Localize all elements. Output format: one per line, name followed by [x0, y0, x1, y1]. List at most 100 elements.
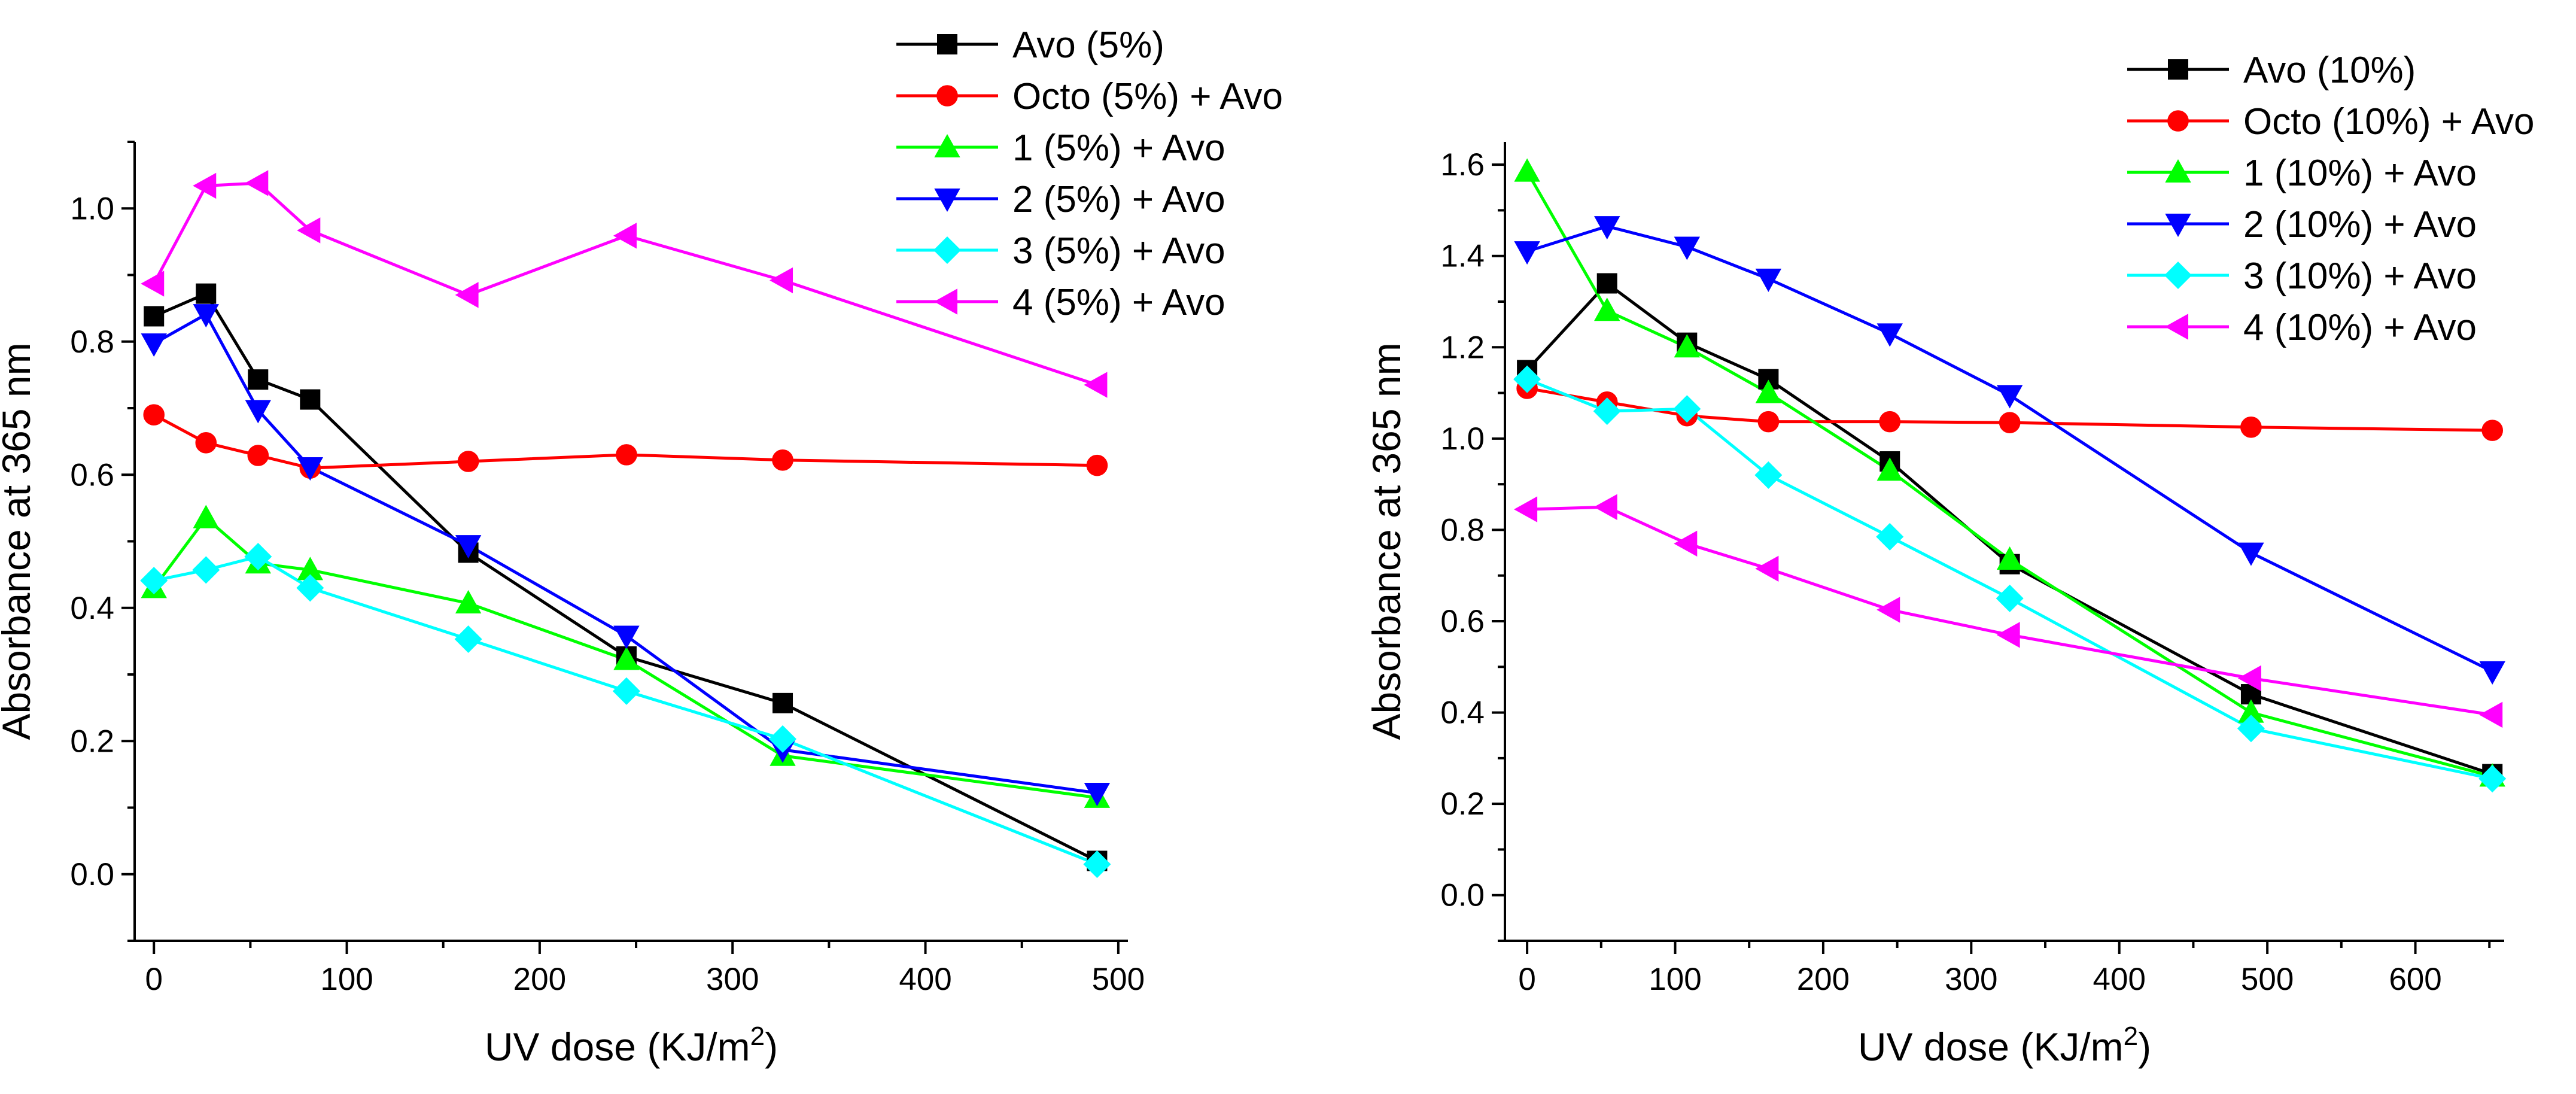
- data-point-series-0: [300, 389, 321, 410]
- data-point-series-5: [1996, 622, 2020, 648]
- data-point-series-1: [616, 444, 637, 466]
- data-point-series-1: [772, 449, 793, 471]
- data-point-series-5: [1593, 494, 1617, 520]
- legend-label-3: 2 (5%) + Avo: [1012, 179, 1225, 220]
- data-point-series-4: [1754, 461, 1783, 489]
- data-point-series-3: [2238, 542, 2264, 566]
- legend-marker-5: [2164, 314, 2188, 340]
- data-point-series-5: [297, 217, 321, 244]
- y-tick-label: 0.2: [1440, 786, 1485, 822]
- chart-right: 0 100 200 300 400 500 600 0.0 0.2 0.4 0.6 0.8 1.0 1.2…: [1364, 50, 2535, 1069]
- y-tick-label: 1.0: [1440, 421, 1485, 457]
- x-tick-label: 0: [145, 962, 162, 997]
- y-tick-label: 0.8: [70, 324, 114, 360]
- y-tick-label: 0.6: [70, 457, 114, 493]
- legend-marker-0: [2168, 59, 2188, 80]
- legend-label-4: 3 (5%) + Avo: [1012, 230, 1225, 272]
- data-point-series-4: [454, 625, 482, 654]
- legend-marker-5: [933, 288, 957, 315]
- data-point-series-4: [769, 725, 797, 753]
- y-tick-label: 0.6: [1440, 604, 1485, 639]
- data-point-series-4: [1673, 395, 1701, 423]
- x-axis-title-superscript: 2: [2124, 1022, 2138, 1051]
- data-point-series-3: [455, 535, 482, 559]
- data-point-series-2: [193, 505, 219, 528]
- legend-label-1: Octo (5%) + Avo: [1012, 76, 1283, 117]
- x-tick-label: 300: [706, 962, 759, 997]
- data-point-series-4: [1593, 397, 1621, 426]
- series-line-1: [1526, 387, 2493, 432]
- x-tick-label: 500: [2241, 962, 2294, 997]
- legend: Avo (5%) Octo (5%) + Avo 1 (5%) + Avo 2 (5%…: [896, 25, 1283, 323]
- legend-label-2: 1 (5%) + Avo: [1012, 127, 1225, 169]
- data-point-series-3: [2479, 661, 2505, 685]
- x-tick-label: 100: [1649, 962, 1701, 997]
- legend-label-0: Avo (10%): [2243, 50, 2416, 91]
- data-point-series-3: [1084, 783, 1111, 807]
- y-tick-label: 0.4: [70, 591, 114, 626]
- legend-marker-4: [2164, 261, 2192, 290]
- data-point-series-1: [143, 404, 165, 426]
- chart-left: 0 100 200 300 400 500 0.0 0.2 0.4 0.6 0.8 1.0 UV dos…: [0, 25, 1283, 1069]
- data-point-series-1: [247, 445, 269, 466]
- data-point-series-5: [193, 172, 217, 199]
- y-axis-title: Absorbance at 365 nm: [1364, 342, 1409, 740]
- data-point-series-3: [613, 625, 640, 649]
- x-axis-title-superscript: 2: [750, 1022, 765, 1051]
- data-point-series-4: [1996, 584, 2024, 612]
- data-point-series-2: [1514, 158, 1540, 182]
- x-axis-title: UV dose (KJ/m2): [485, 1022, 778, 1069]
- data-point-series-2: [613, 646, 640, 670]
- data-point-series-1: [1086, 454, 1108, 476]
- y-tick-label: 0.0: [70, 857, 114, 892]
- data-point-series-5: [455, 282, 479, 308]
- legend-label-1: Octo (10%) + Avo: [2243, 101, 2535, 142]
- x-tick-label: 100: [320, 962, 373, 997]
- data-point-series-2: [1996, 546, 2023, 570]
- legend: Avo (10%) Octo (10%) + Avo 1 (10%) + Avo 2 …: [2127, 50, 2535, 348]
- data-point-series-3: [193, 304, 219, 328]
- data-point-series-5: [769, 267, 793, 294]
- y-tick-label: 1.6: [1440, 147, 1485, 183]
- data-point-series-4: [1513, 365, 1541, 393]
- series-line-3: [1526, 224, 2493, 673]
- x-axis-title: UV dose (KJ/m2): [1858, 1022, 2151, 1069]
- data-point-series-1: [1999, 412, 2021, 433]
- data-point-series-0: [773, 692, 793, 713]
- y-tick-label: 0.2: [70, 724, 114, 759]
- data-point-series-5: [1755, 555, 1779, 582]
- data-point-series-4: [1876, 522, 1904, 551]
- series-line-5: [1527, 505, 2493, 716]
- data-point-series-0: [248, 369, 269, 390]
- data-point-series-4: [612, 677, 640, 705]
- data-point-series-2: [1674, 334, 1701, 358]
- legend-marker-0: [937, 34, 957, 54]
- data-point-series-4: [296, 574, 324, 602]
- x-tick-label: 600: [2389, 962, 2441, 997]
- data-point-series-0: [144, 306, 165, 327]
- data-point-series-3: [1514, 241, 1540, 265]
- data-point-series-5: [141, 271, 165, 297]
- legend-marker-1: [936, 85, 958, 107]
- data-point-series-5: [613, 223, 637, 249]
- data-point-series-1: [2240, 416, 2262, 438]
- y-tick-label: 0.8: [1440, 512, 1485, 548]
- x-tick-label: 0: [1518, 962, 1535, 997]
- data-point-series-3: [1755, 268, 1782, 292]
- data-point-series-4: [244, 543, 272, 571]
- x-axis-title-text: UV dose (KJ/m: [485, 1025, 750, 1069]
- x-tick-label: 400: [2093, 962, 2146, 997]
- series-line-2: [1525, 171, 2493, 778]
- y-tick-label: 1.4: [1440, 239, 1485, 274]
- data-point-series-4: [192, 556, 220, 584]
- legend-label-3: 2 (10%) + Avo: [2243, 204, 2477, 245]
- legend-marker-4: [933, 236, 962, 265]
- legend-marker-1: [2167, 110, 2189, 132]
- data-point-series-1: [1757, 411, 1780, 433]
- data-point-series-5: [1514, 496, 1538, 522]
- data-point-series-2: [455, 589, 482, 613]
- x-axis-title-close: ): [2138, 1025, 2151, 1069]
- data-point-series-5: [1674, 530, 1698, 557]
- data-point-series-4: [2237, 715, 2265, 743]
- y-tick-label: 1.2: [1440, 330, 1485, 365]
